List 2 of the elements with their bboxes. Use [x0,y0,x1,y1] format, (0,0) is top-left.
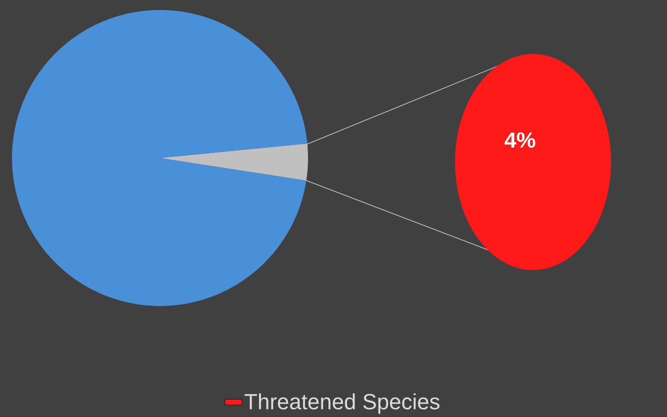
data-label: 4% [504,132,536,148]
legend-label: Threatened Species [244,393,440,414]
